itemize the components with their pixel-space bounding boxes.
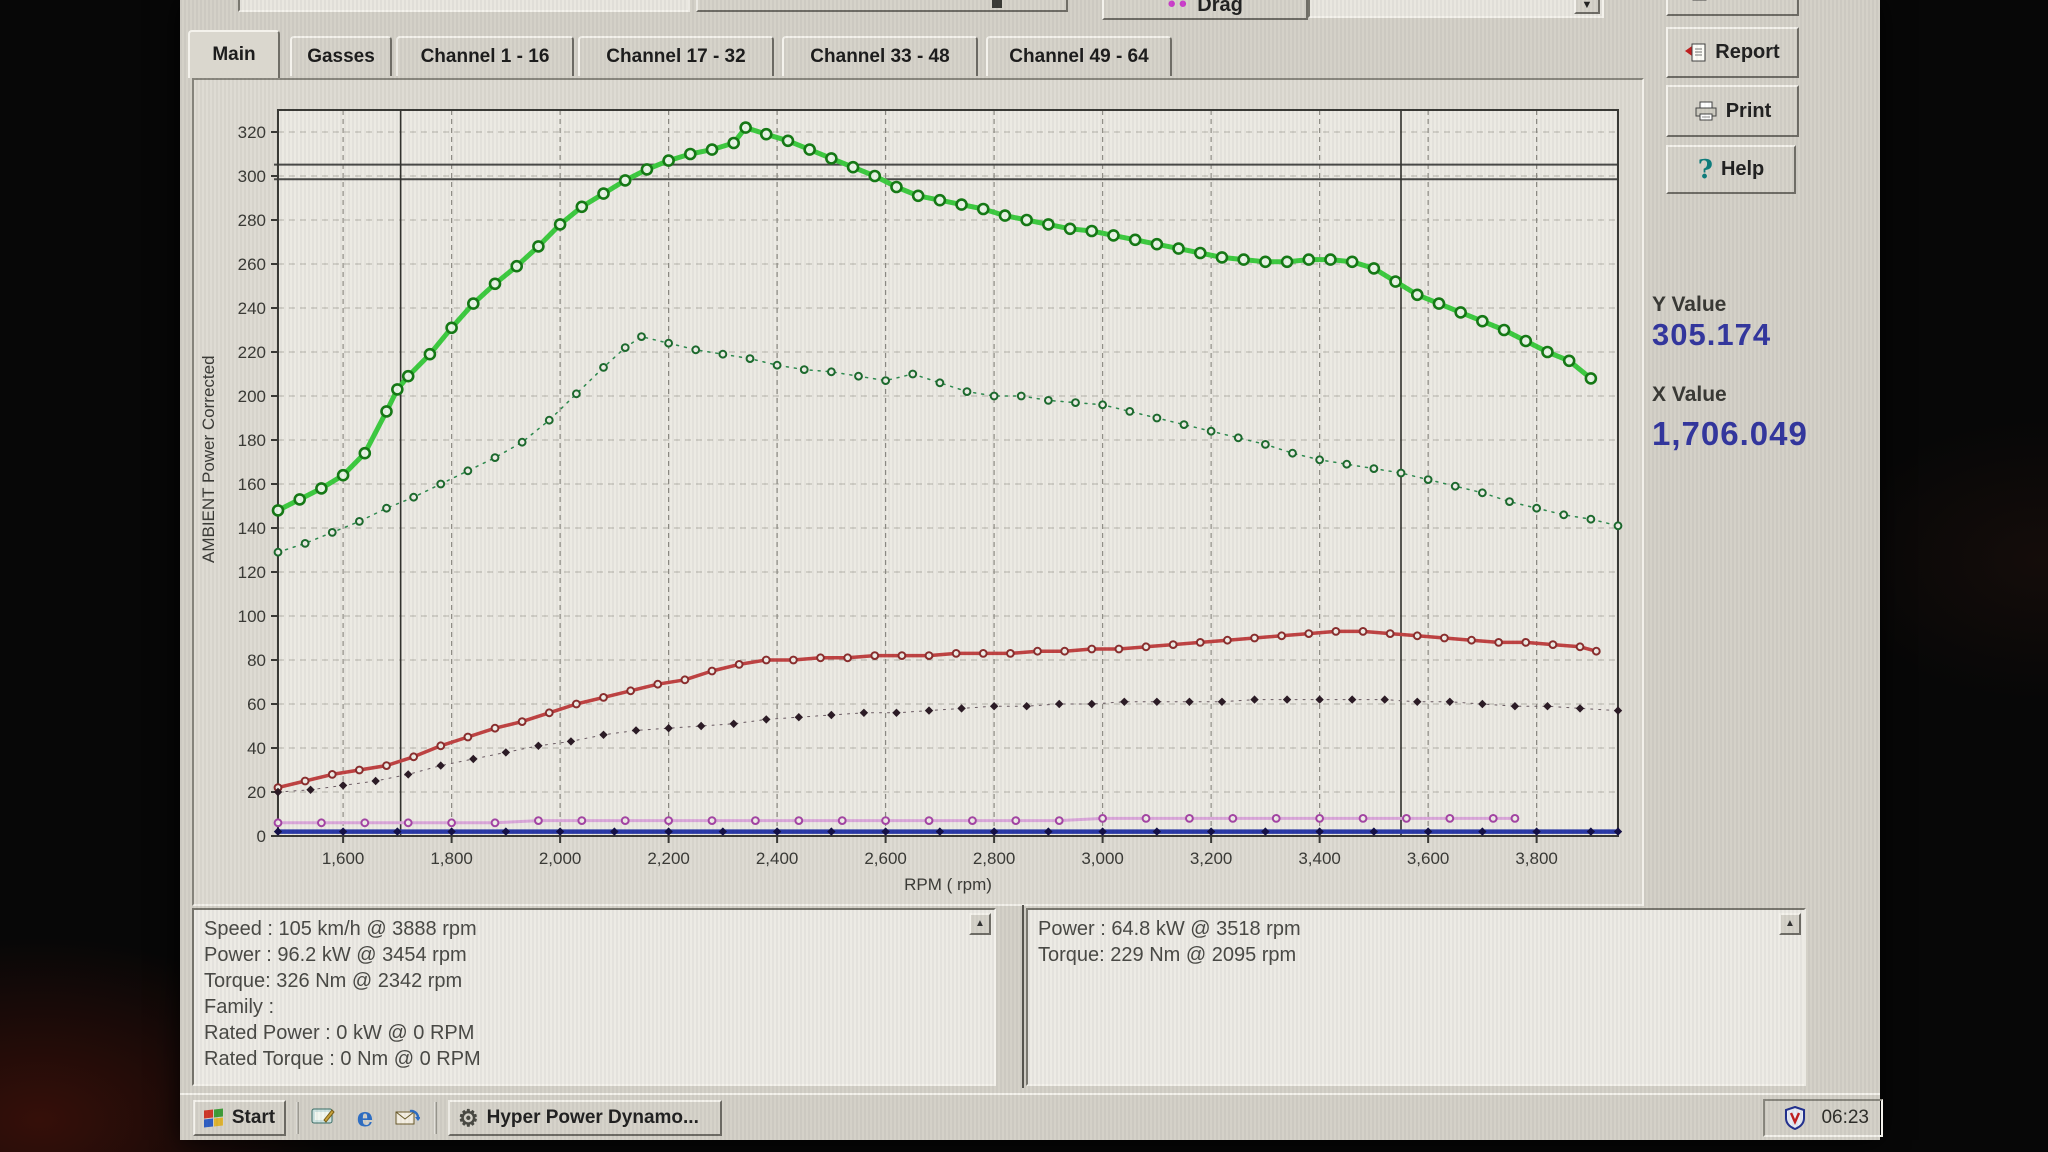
notes-icon — [1692, 0, 1707, 1]
print-button-label: Print — [1725, 99, 1772, 122]
system-tray: 06:23 — [1763, 1099, 1883, 1137]
report-button-label: Report — [1715, 41, 1780, 63]
svg-text:AMBIENT Power Corrected: AMBIENT Power Corrected — [199, 355, 218, 563]
y-value-readout: Y Value 305.174 — [1652, 293, 1862, 353]
tab-channel-17-32[interactable]: Channel 17 - 32 — [578, 36, 774, 76]
svg-text:140: 140 — [238, 519, 266, 538]
toolbar-box — [696, 0, 1068, 12]
gear-icon: ⚙ — [458, 1104, 479, 1131]
scroll-up-arrow[interactable]: ▲ — [1779, 913, 1801, 935]
tab-gasses[interactable]: Gasses — [290, 36, 392, 76]
svg-text:2,800: 2,800 — [973, 849, 1016, 868]
windows-logo-icon — [203, 1108, 224, 1128]
dyno-chart-panel[interactable]: 0 20 40 60 80 100 120 140 160 180 200 220 240 260 280 3… — [192, 78, 1644, 906]
task-button-label: Hyper Power Dynamo... — [486, 1107, 699, 1128]
tab-channel-33-48[interactable]: Channel 33 - 48 — [782, 36, 978, 76]
toolbar-text-field[interactable] — [238, 0, 690, 12]
svg-text:20: 20 — [247, 783, 266, 802]
start-button[interactable]: Start — [193, 1100, 286, 1136]
taskbar-divider — [296, 1102, 299, 1134]
notes-button-label: Notes — [1717, 0, 1773, 4]
svg-text:80: 80 — [247, 651, 266, 670]
svg-text:40: 40 — [247, 739, 266, 758]
svg-text:RPM ( rpm): RPM ( rpm) — [904, 875, 992, 894]
tab-channel-49-64[interactable]: Channel 49 - 64 — [986, 36, 1172, 76]
notes-button[interactable]: Notes — [1666, 0, 1799, 16]
report-icon — [1685, 43, 1706, 61]
summary-line: Speed : 105 km/h @ 3888 rpm — [204, 918, 477, 940]
svg-text:320: 320 — [238, 123, 266, 142]
svg-text:2,200: 2,200 — [647, 849, 690, 868]
svg-text:3,800: 3,800 — [1515, 849, 1558, 868]
x-value-label: X Value — [1652, 383, 1727, 406]
x-value-readout: X Value 1,706.049 — [1652, 383, 1862, 453]
summary-line: Family : — [204, 996, 274, 1018]
svg-text:2,000: 2,000 — [539, 849, 582, 868]
question-mark-icon: ? — [1697, 154, 1713, 185]
svg-text:3,000: 3,000 — [1081, 849, 1124, 868]
svg-text:2,400: 2,400 — [756, 849, 799, 868]
task-button-hyper-power-dynamo[interactable]: ⚙ Hyper Power Dynamo... — [448, 1100, 722, 1136]
run-select-dropdown[interactable]: ▼ — [1308, 0, 1604, 18]
application-window: ●● Drag ▼ Notes Report Print ? Help Main… — [180, 0, 1883, 1140]
svg-text:220: 220 — [238, 343, 266, 362]
svg-text:3,400: 3,400 — [1298, 849, 1341, 868]
help-button-label: Help — [1720, 158, 1765, 180]
tab-main[interactable]: Main — [188, 30, 280, 78]
help-button[interactable]: ? Help — [1666, 145, 1796, 194]
svg-text:200: 200 — [238, 387, 266, 406]
svg-text:300: 300 — [238, 167, 266, 186]
printer-icon — [1695, 101, 1717, 121]
x-value: 1,706.049 — [1652, 415, 1808, 452]
svg-text:260: 260 — [238, 255, 266, 274]
drag-button[interactable]: ●● Drag — [1102, 0, 1308, 20]
drag-button-label: Drag — [1197, 0, 1243, 16]
summary-line: Torque: 229 Nm @ 2095 rpm — [1038, 944, 1297, 966]
svg-text:0: 0 — [257, 827, 266, 846]
svg-text:280: 280 — [238, 211, 266, 230]
chevron-down-icon[interactable]: ▼ — [1574, 0, 1600, 14]
svg-text:1,800: 1,800 — [430, 849, 473, 868]
taskbar: Start e ⚙ Hyper Power Dynamo... 06:23 — [180, 1093, 1883, 1140]
tab-channel-1-16[interactable]: Channel 1 - 16 — [396, 36, 574, 76]
summary-line: Power : 64.8 kW @ 3518 rpm — [1038, 918, 1301, 940]
outlook-express-icon[interactable] — [392, 1103, 422, 1133]
run2-summary-panel: Power : 64.8 kW @ 3518 rpm Torque: 229 N… — [1026, 908, 1806, 1086]
svg-text:2,600: 2,600 — [864, 849, 907, 868]
svg-text:3,600: 3,600 — [1407, 849, 1450, 868]
run1-summary-panel: Speed : 105 km/h @ 3888 rpm Power : 96.2… — [192, 908, 996, 1086]
y-value-label: Y Value — [1652, 293, 1727, 316]
drag-handle-icon: ●● — [1167, 0, 1190, 12]
internet-explorer-icon[interactable]: e — [356, 1103, 374, 1133]
scroll-up-arrow[interactable]: ▲ — [969, 913, 991, 935]
taskbar-divider — [434, 1102, 437, 1134]
show-desktop-icon[interactable] — [308, 1103, 338, 1133]
panel-divider — [1022, 905, 1024, 1088]
svg-text:160: 160 — [238, 475, 266, 494]
toolbar-glyph — [992, 0, 1002, 8]
summary-line: Torque: 326 Nm @ 2342 rpm — [204, 970, 463, 992]
svg-text:60: 60 — [247, 695, 266, 714]
clock: 06:23 — [1821, 1107, 1869, 1128]
svg-text:120: 120 — [238, 563, 266, 582]
svg-text:3,200: 3,200 — [1190, 849, 1233, 868]
antivirus-shield-icon[interactable] — [1785, 1106, 1806, 1130]
svg-text:180: 180 — [238, 431, 266, 450]
svg-text:240: 240 — [238, 299, 266, 318]
summary-line: Rated Torque : 0 Nm @ 0 RPM — [204, 1048, 481, 1070]
start-label: Start — [231, 1107, 276, 1128]
summary-line: Power : 96.2 kW @ 3454 rpm — [204, 944, 467, 966]
dyno-chart[interactable]: 0 20 40 60 80 100 120 140 160 180 200 220 240 260 280 3… — [194, 80, 1642, 904]
report-button[interactable]: Report — [1666, 27, 1799, 78]
summary-line: Rated Power : 0 kW @ 0 RPM — [204, 1022, 475, 1044]
svg-text:100: 100 — [238, 607, 266, 626]
print-button[interactable]: Print — [1666, 85, 1799, 137]
svg-text:1,600: 1,600 — [322, 849, 365, 868]
y-value: 305.174 — [1652, 317, 1772, 352]
